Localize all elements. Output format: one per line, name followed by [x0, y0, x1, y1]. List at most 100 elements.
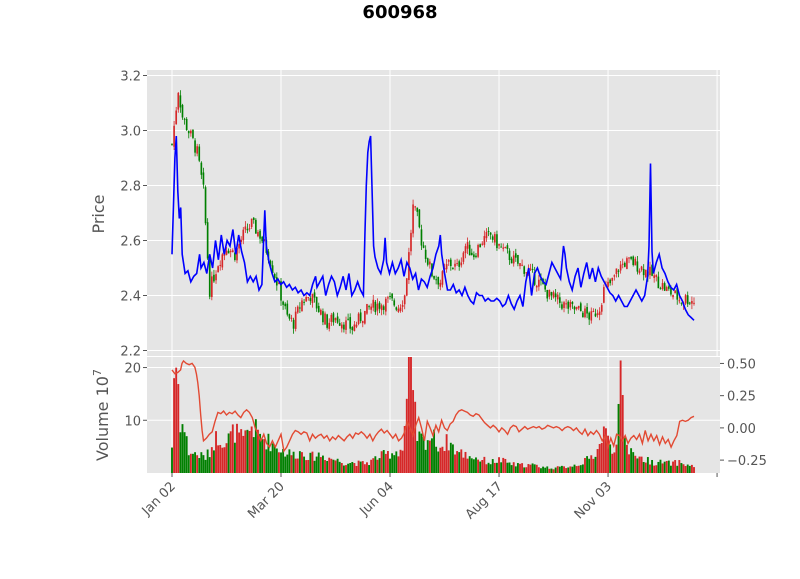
volume-bar	[231, 424, 234, 473]
volume-bar	[466, 458, 469, 473]
volume-bar	[636, 458, 639, 473]
volume-bar	[571, 466, 574, 473]
volume-bar	[301, 452, 303, 473]
candle-body	[255, 219, 257, 234]
volume-bar	[273, 445, 276, 473]
candle-body	[640, 266, 643, 270]
candle-body	[248, 228, 251, 230]
candle-body	[418, 209, 421, 228]
volume-bar	[175, 367, 178, 473]
candle-body	[173, 125, 175, 147]
candle-body	[592, 311, 595, 313]
volume-bar	[531, 463, 534, 473]
volume-bar	[485, 464, 488, 473]
candle-body	[628, 257, 630, 259]
volume-bar	[250, 426, 253, 473]
volume-bar	[498, 457, 500, 473]
volume-bar	[431, 438, 433, 473]
volume-bar	[640, 456, 643, 473]
volume-bar	[575, 466, 578, 473]
candle-body	[447, 260, 450, 262]
candle-body	[301, 300, 303, 311]
volume-bar	[674, 460, 677, 473]
candle-body	[238, 244, 240, 249]
volume-bar	[326, 460, 329, 473]
candle-body	[273, 273, 276, 278]
x-tick-label: Nov 03	[572, 479, 615, 522]
candle-body	[320, 309, 322, 315]
volume-bar	[315, 456, 318, 473]
candle-body	[481, 243, 484, 245]
volume-bar	[630, 448, 633, 473]
candle-body	[210, 276, 213, 298]
candle-body	[405, 278, 408, 296]
candle-body	[649, 266, 651, 276]
volume-bar	[649, 464, 651, 473]
volume-bar	[607, 435, 609, 473]
volume-bar	[565, 468, 568, 473]
volume-bar	[338, 461, 341, 473]
candle-body	[565, 303, 567, 305]
volume-twin-y-axis: 0.50 0.25 0.00 −0.25	[720, 357, 767, 469]
price-y-tick-label: 2.4	[120, 290, 141, 305]
volume-bar	[609, 444, 612, 473]
candle-body	[439, 282, 442, 287]
volume-bar	[198, 458, 201, 473]
candle-body	[227, 250, 230, 254]
candle-body	[215, 274, 217, 281]
candle-body	[384, 298, 387, 312]
candle-body	[229, 250, 232, 253]
volume-bar	[546, 466, 549, 473]
candle-body	[642, 268, 645, 276]
volume-bar	[374, 456, 377, 473]
candle-body	[540, 278, 542, 281]
candle-body	[508, 250, 511, 261]
volume-bar	[651, 459, 654, 473]
volume-bar	[567, 467, 570, 473]
volume-bar	[328, 457, 331, 473]
volume-bar	[680, 463, 683, 473]
candle-body	[655, 275, 658, 278]
volume-bar	[544, 467, 547, 473]
candle-body	[429, 261, 431, 265]
candle-body	[691, 301, 693, 304]
candle-body	[366, 304, 368, 314]
candle-body	[426, 258, 429, 265]
volume-bar	[586, 456, 589, 473]
volume-bar	[217, 445, 220, 473]
candle-body	[569, 301, 572, 308]
x-tick-label: Mar 20	[245, 479, 288, 522]
candle-body	[548, 289, 551, 297]
volume-bar	[351, 461, 354, 473]
volume-bar	[372, 458, 375, 473]
volume-bar	[540, 468, 542, 473]
volume-bar	[588, 458, 591, 473]
candle-body	[544, 283, 546, 290]
volume-bar	[244, 430, 247, 473]
volume-bar	[642, 462, 645, 473]
volume-bar	[225, 443, 228, 473]
candle-body	[556, 294, 559, 300]
volume-bar	[690, 464, 693, 473]
candle-body	[458, 261, 461, 267]
volume-bar	[646, 457, 649, 473]
candle-body	[368, 306, 370, 308]
candle-body	[380, 305, 383, 311]
volume-bar	[196, 455, 199, 473]
volume-bar	[259, 433, 261, 473]
volume-bar	[380, 451, 383, 473]
volume-bar	[280, 452, 282, 473]
candle-body	[305, 297, 308, 302]
candle-body	[252, 217, 255, 221]
volume-bar	[254, 419, 257, 473]
candle-body	[623, 262, 626, 267]
volume-bar	[502, 457, 505, 473]
candle-body	[322, 311, 324, 323]
volume-bar	[472, 459, 475, 473]
volume-bar	[286, 454, 289, 473]
volume-bar	[288, 449, 291, 473]
candle-body	[525, 272, 528, 274]
volume-bar	[655, 465, 658, 473]
volume-bar	[573, 464, 576, 473]
volume-bar	[560, 465, 563, 473]
